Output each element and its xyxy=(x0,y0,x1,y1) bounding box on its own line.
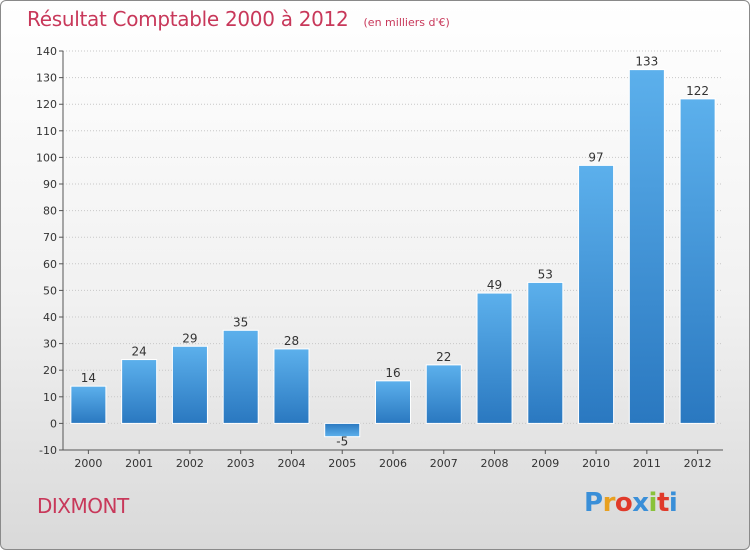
x-tick-label: 2012 xyxy=(684,457,712,470)
title-row: Résultat Comptable 2000 à 2012 (en milli… xyxy=(27,7,450,31)
logo-letter: i xyxy=(648,488,658,518)
y-tick-label: 100 xyxy=(36,151,57,164)
logo-letter: i xyxy=(668,488,678,518)
proxiti-logo: Proxiti xyxy=(584,488,678,518)
x-tick-label: 2008 xyxy=(481,457,509,470)
bar xyxy=(171,345,208,424)
bar xyxy=(70,385,107,424)
bar xyxy=(527,281,564,424)
bar xyxy=(374,380,412,424)
x-tick-label: 2003 xyxy=(227,457,255,470)
bar xyxy=(222,329,259,424)
logo-letter: o xyxy=(614,488,633,518)
labels: -10 0 10 20 30 40 50 60 70 80 90 100 110 120 130 140 14 2… xyxy=(36,45,712,470)
data-label: 35 xyxy=(233,315,248,329)
logo-letter: r xyxy=(602,488,616,518)
bar xyxy=(425,364,462,424)
data-label: 14 xyxy=(81,371,96,385)
x-tick-label: 2006 xyxy=(379,457,407,470)
bars xyxy=(70,69,716,438)
y-tick-label: 30 xyxy=(43,338,57,351)
bar xyxy=(578,164,615,424)
bar xyxy=(121,359,158,424)
y-tick-label: -10 xyxy=(39,444,57,457)
data-label: 53 xyxy=(538,267,553,281)
data-label: 22 xyxy=(436,350,451,364)
data-label: 24 xyxy=(132,345,147,359)
axes xyxy=(59,50,723,454)
y-tick-label: 60 xyxy=(43,258,57,271)
chart-title: Résultat Comptable 2000 à 2012 xyxy=(27,7,349,31)
commune-name: DIXMONT xyxy=(37,494,129,518)
bar xyxy=(476,292,513,424)
x-tick-label: 2005 xyxy=(328,457,356,470)
bar xyxy=(628,69,665,424)
y-tick-label: 40 xyxy=(43,311,57,324)
y-tick-label: 140 xyxy=(36,45,57,58)
y-tick-label: 50 xyxy=(43,284,57,297)
y-tick-label: 70 xyxy=(43,231,57,244)
bar xyxy=(679,98,716,424)
data-label: 16 xyxy=(385,366,400,380)
data-label: 28 xyxy=(284,334,299,348)
logo-letter: t xyxy=(656,488,669,518)
x-tick-label: 2004 xyxy=(277,457,305,470)
data-label: 97 xyxy=(588,150,603,164)
x-tick-label: 2001 xyxy=(125,457,153,470)
bar xyxy=(273,348,310,424)
data-label: -5 xyxy=(336,435,348,449)
y-tick-label: 110 xyxy=(36,125,57,138)
y-tick-label: 120 xyxy=(36,98,57,111)
data-label: 133 xyxy=(635,55,658,69)
data-label: 49 xyxy=(487,278,502,292)
y-tick-label: 0 xyxy=(50,417,57,430)
y-tick-label: 90 xyxy=(43,178,57,191)
bar xyxy=(324,422,361,438)
chart-subtitle: (en milliers d'€) xyxy=(363,16,450,29)
y-tick-label: 20 xyxy=(43,364,57,377)
logo-letter: x xyxy=(632,488,649,518)
x-tick-label: 2002 xyxy=(176,457,204,470)
x-tick-label: 2000 xyxy=(74,457,102,470)
x-tick-label: 2007 xyxy=(430,457,458,470)
x-tick-label: 2009 xyxy=(531,457,559,470)
y-tick-label: 10 xyxy=(43,391,57,404)
y-tick-label: 130 xyxy=(36,72,57,85)
data-label: 29 xyxy=(182,331,197,345)
logo-letter: P xyxy=(584,488,603,518)
y-tick-label: 80 xyxy=(43,205,57,218)
x-tick-label: 2010 xyxy=(582,457,610,470)
data-label: 122 xyxy=(686,84,709,98)
x-tick-label: 2011 xyxy=(633,457,661,470)
